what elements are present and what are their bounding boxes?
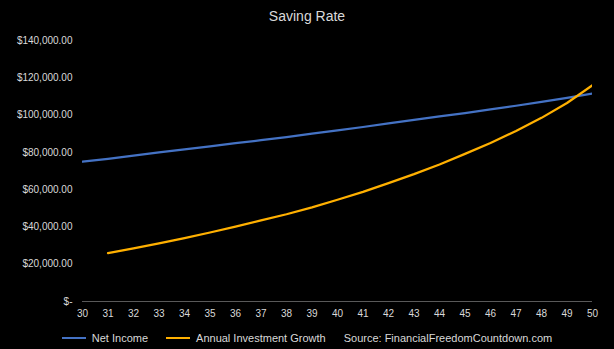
svg-text:42: 42 [383,308,395,319]
svg-text:$60,000.00: $60,000.00 [22,184,72,195]
svg-text:40: 40 [332,308,344,319]
svg-text:47: 47 [510,308,522,319]
svg-text:45: 45 [459,308,471,319]
svg-text:$100,000.00: $100,000.00 [17,109,73,120]
svg-text:37: 37 [255,308,267,319]
svg-text:$20,000.00: $20,000.00 [22,258,72,269]
svg-text:48: 48 [536,308,548,319]
html-text:Net Income: Net Income [91,332,149,344]
svg-text:38: 38 [281,308,293,319]
svg-text:41: 41 [357,308,369,319]
svg-text:43: 43 [408,308,420,319]
svg-text:34: 34 [179,308,191,319]
svg-text:35: 35 [204,308,216,319]
svg-text:50: 50 [587,308,599,319]
svg-text:$40,000.00: $40,000.00 [22,221,72,232]
html-text:Saving Rate: Saving Rate [268,8,346,24]
svg-text:44: 44 [434,308,446,319]
svg-text:39: 39 [306,308,318,319]
svg-text:$120,000.00: $120,000.00 [17,72,73,83]
svg-text:$-: $- [64,296,73,307]
svg-text:31: 31 [102,308,114,319]
html-text:Source: FinancialFreedomCountd: Source: FinancialFreedomCountdown.com [343,332,553,344]
svg-text:36: 36 [230,308,242,319]
svg-text:$140,000.00: $140,000.00 [17,35,73,46]
svg-text:30: 30 [77,308,89,319]
svg-text:32: 32 [128,308,140,319]
svg-text:49: 49 [561,308,573,319]
svg-text:$80,000.00: $80,000.00 [22,147,72,158]
svg-text:46: 46 [485,308,497,319]
html-text:Annual Investment Growth: Annual Investment Growth [196,332,326,344]
svg-text:33: 33 [153,308,165,319]
